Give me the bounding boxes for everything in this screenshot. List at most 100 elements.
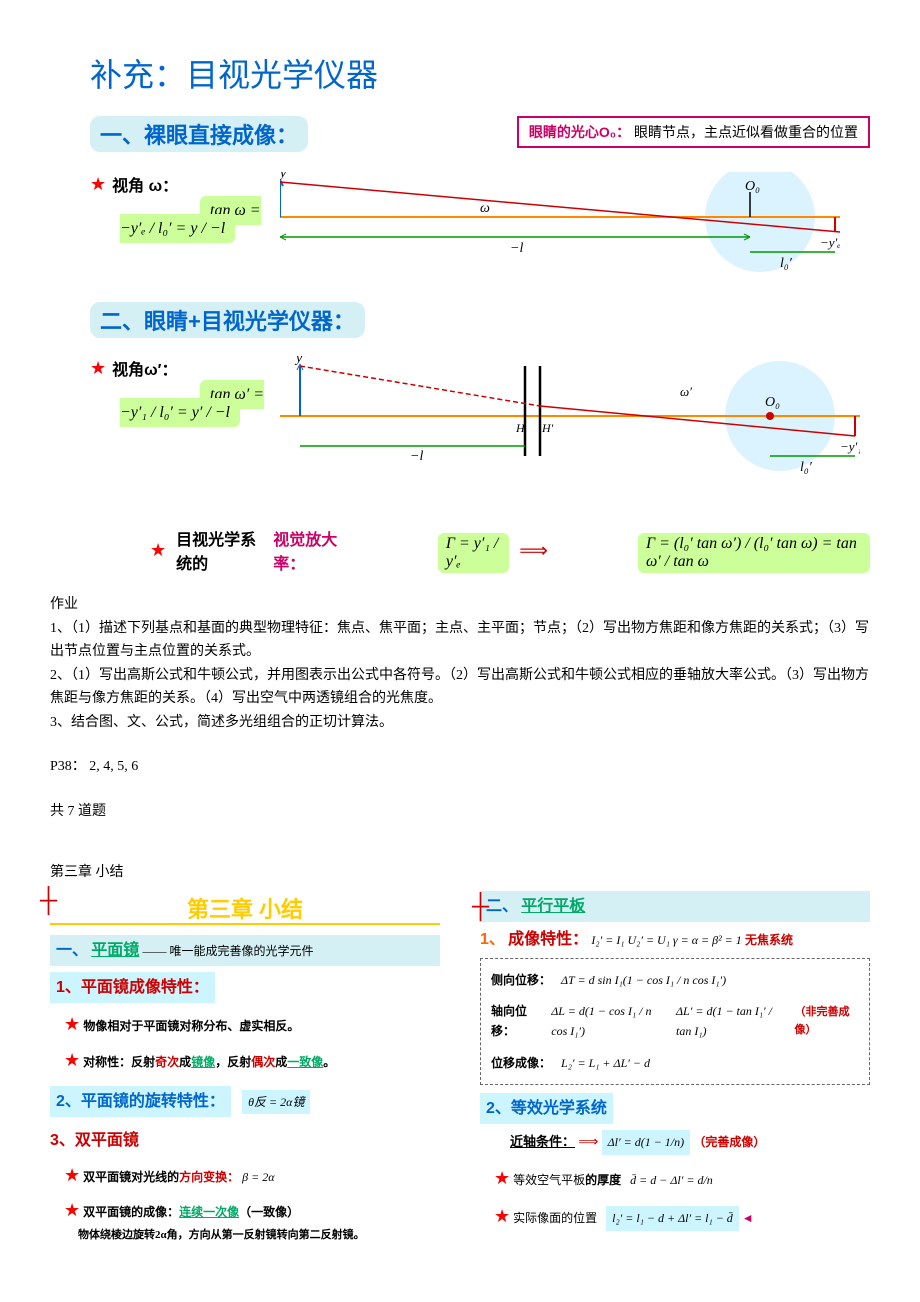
dashed-group: 侧向位移： ΔT = d sin I₁(1 − cos I₁ / n cos I… [480, 958, 870, 1086]
hw-p38: P38： 2, 4, 5, 6 [50, 756, 870, 778]
b3-red: 方向变换： [179, 1170, 239, 1184]
view-angle-label: 视角 ω： [112, 172, 178, 196]
r-sec-link: 平行平板 [521, 898, 585, 915]
sec-suffix: —— 唯一能成完善像的光学元件 [143, 944, 314, 958]
view-angle-prime-label: 视角ω′： [112, 356, 177, 380]
svg-text:ω′: ω′ [680, 384, 692, 399]
ch3-left-col: ┼ 第三章 小结 一、 平面镜 —— 唯一能成完善像的光学元件 1、平面镜成像特… [50, 891, 440, 1244]
eq2-formula: l₂′ = l₁ − d + Δl′ = l₁ − d̄ [606, 1206, 739, 1230]
star-icon: ★ [64, 1165, 80, 1185]
svg-text:y: y [280, 172, 287, 181]
b2-odd: 奇次 [155, 1055, 179, 1069]
row1-formula: ΔT = d sin I₁(1 − cos I₁ / n cos I₁′) [561, 970, 726, 990]
b2-end: 。 [323, 1055, 335, 1069]
svg-text:−l: −l [510, 241, 523, 256]
eq1-formula: d̄ = d − Δl′ = d/n [630, 1173, 713, 1187]
sec-num: 一、 [56, 942, 88, 959]
near-axis-label: 近轴条件： [510, 1134, 575, 1149]
eq1-bold: 的厚度 [585, 1173, 621, 1187]
svg-text:O₀: O₀ [745, 179, 760, 194]
svg-text:l₀′: l₀′ [800, 460, 813, 475]
homework-title: 作业 [50, 594, 870, 616]
visual-mag-red: 视觉放大率： [273, 526, 348, 574]
hw-item-2: 2、（1）写出高斯公式和牛顿公式，并用图表示出公式中各符号。（2）写出高斯公式和… [50, 665, 870, 710]
sec-link: 平面镜 [91, 942, 139, 959]
star-icon: ★ [64, 1200, 80, 1220]
svg-text:H: H [515, 421, 526, 435]
row-axial: 轴向位移： ΔL = d(1 − cos I₁ / n cos I₁′) ΔL′… [483, 997, 867, 1046]
row3-label: 位移成像： [491, 1053, 551, 1073]
right-sec-heading: 二、 平行平板 [480, 891, 870, 922]
row1-label: 侧向位移： [491, 970, 551, 990]
visual-mag-row: ★ 目视光学系统的 视觉放大率： Γ = y′₁ / y′ₑ ⟹ Γ = (l₀… [150, 526, 870, 574]
star-icon: ★ [64, 1050, 80, 1070]
formula-text: tan ω = −y′ₑ / l₀′ = y / −l [120, 196, 261, 243]
left-b1: 物像相对于平面镜对称分布、虚实相反。 [83, 1019, 299, 1033]
homework-block: 作业 1、（1）描述下列基点和基面的典型物理特征：焦点、焦平面；主点、主平面；节… [50, 594, 870, 823]
magenta-arrow-icon: ◄ [742, 1211, 754, 1225]
star-icon: ★ [494, 1206, 510, 1226]
svg-text:l₀′: l₀′ [780, 256, 793, 271]
row3-formula: L₂′ = L₁ + ΔL′ − d [561, 1053, 650, 1073]
diagram2: y′ −l H H′ ω′ O₀ l₀′ −y′₁ [280, 356, 870, 486]
section1-header-row: 一、裸眼直接成像： 眼睛的光心O₀： 眼睛节点，主点近似看做重合的位置 [90, 116, 870, 152]
row-lateral: 侧向位移： ΔT = d sin I₁(1 − cos I₁ / n cos I… [483, 966, 867, 994]
section2-heading: 二、眼睛+目视光学仪器： [90, 302, 365, 338]
b2-mid1: 成 [179, 1055, 191, 1069]
svg-text:−y′₁: −y′₁ [840, 439, 860, 454]
section1-heading: 一、裸眼直接成像： [90, 116, 308, 152]
r-sec-num: 二、 [486, 898, 518, 915]
r-sub2: 2、等效光学系统 [480, 1093, 613, 1124]
view-angle-prime-row: ★ 视角ω′： [90, 356, 280, 380]
arrow-icon: ⟹ [519, 538, 548, 563]
visual-mag-label: 目视光学系统的 [176, 526, 263, 574]
tan-omega-formula: tan ω = −y′ₑ / l₀′ = y / −l [120, 202, 280, 238]
arrow-icon: ⟹ [578, 1133, 598, 1149]
char-red: 无焦系统 [745, 933, 793, 947]
row2-formula-b: ΔL′ = d(1 − tan I₁′ / tan I₁) [676, 1001, 784, 1042]
char-formula: I₂′ = I₁ U₂′ = U₁ γ = α = β² = 1 [591, 933, 741, 947]
b2a: 对称性：反射 [83, 1055, 155, 1069]
b2-even: 偶次 [251, 1055, 275, 1069]
svg-text:O₀: O₀ [765, 395, 780, 410]
callout-label: 眼睛的光心O₀： [529, 124, 630, 140]
svg-text:−l: −l [410, 449, 423, 464]
svg-text:y′: y′ [294, 356, 306, 366]
star-icon: ★ [90, 358, 106, 379]
optical-center-callout: 眼睛的光心O₀： 眼睛节点，主点近似看做重合的位置 [517, 116, 870, 148]
diagram2-svg: y′ −l H H′ ω′ O₀ l₀′ −y′₁ [280, 356, 860, 486]
page-title: 补充：目视光学仪器 [90, 50, 870, 96]
b4-suffix: （一致像） [239, 1205, 299, 1219]
row2-formula-a: ΔL = d(1 − cos I₁ / n cos I₁′) [551, 1001, 666, 1042]
b2-mid2: 成 [275, 1055, 287, 1069]
gamma1-formula: Γ = y′₁ / y′ₑ [438, 533, 509, 573]
ch3-right-col: ┼ 二、 平行平板 1、 成像特性： I₂′ = I₁ U₂′ = U₁ γ =… [480, 891, 870, 1244]
rot-formula: θ反 = 2α镜 [242, 1090, 310, 1114]
b2-consistent: 一致像 [287, 1055, 323, 1069]
eq1-pre: 等效空气平板 [513, 1173, 585, 1187]
ch3-header: 第三章 小结 [50, 861, 870, 881]
b4-note: 物体绕棱边旋转2α角，方向从第一反射镜转向第二反射镜。 [78, 1226, 440, 1245]
gamma2-formula: Γ = (l₀′ tan ω′) / (l₀′ tan ω) = tan ω′ … [638, 533, 870, 573]
view-angle-row: ★ 视角 ω： [90, 172, 280, 196]
cross-mark-icon: ┼ [40, 881, 57, 922]
left-sub1: 1、平面镜成像特性： [50, 972, 215, 1003]
formula-prime-text: tan ω′ = −y′₁ / l₀′ = y′ / −l [120, 380, 264, 427]
near-axis-red: （完善成像） [693, 1135, 765, 1149]
b4-link: 连续一次像 [179, 1205, 239, 1219]
hw-item-1: 1、（1）描述下列基点和基面的典型物理特征：焦点、焦平面；主点、主平面；节点；（… [50, 618, 870, 663]
svg-text:H′: H′ [541, 421, 554, 435]
star-icon: ★ [494, 1168, 510, 1188]
callout-text: 眼睛节点，主点近似看做重合的位置 [634, 124, 858, 140]
diagram1-svg: y ω −l O₀ l₀′ −y′ₑ [280, 172, 840, 282]
b3-pre: 双平面镜对光线的 [83, 1170, 179, 1184]
star-icon: ★ [90, 174, 106, 195]
diagram1: y ω −l O₀ l₀′ −y′ₑ [280, 172, 870, 282]
eq2-pre: 实际像面的位置 [513, 1211, 597, 1225]
star-icon: ★ [64, 1014, 80, 1034]
row2-label: 轴向位移： [491, 1001, 541, 1042]
r-sub1-red: 成像特性： [508, 931, 588, 948]
b2-comma: ，反射 [215, 1055, 251, 1069]
b2-mirror: 镜像 [191, 1055, 215, 1069]
svg-text:−y′ₑ: −y′ₑ [820, 235, 840, 250]
